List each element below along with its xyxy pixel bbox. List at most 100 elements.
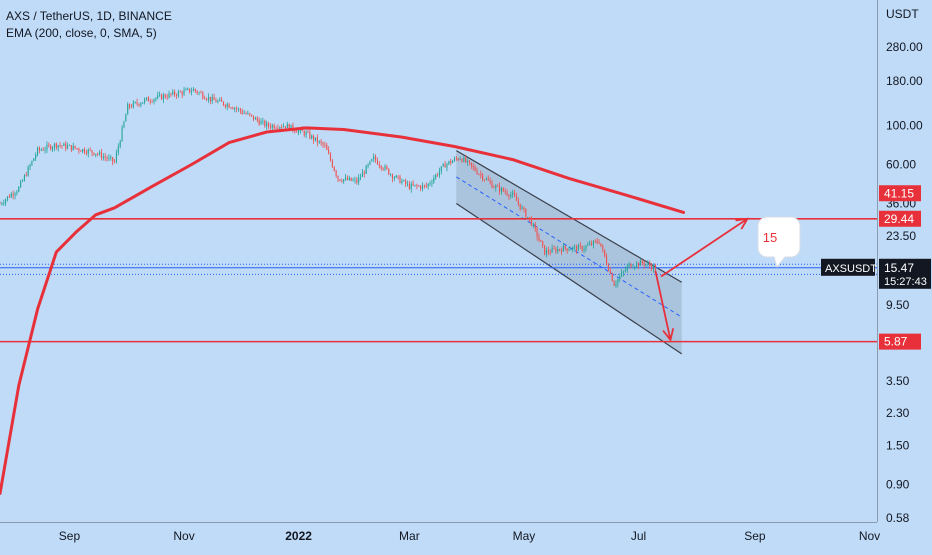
candle-body bbox=[151, 101, 153, 103]
candle-body bbox=[326, 145, 328, 150]
candle bbox=[271, 123, 273, 131]
candle bbox=[401, 178, 403, 185]
candle-body bbox=[100, 152, 102, 158]
candle-body bbox=[438, 171, 441, 176]
candle bbox=[151, 99, 153, 103]
candle bbox=[615, 280, 617, 288]
candle-body bbox=[446, 163, 448, 168]
price-axis-unit-label: USDT bbox=[886, 7, 919, 21]
candle bbox=[16, 190, 18, 196]
candle bbox=[222, 101, 225, 107]
candle-body bbox=[269, 126, 271, 128]
candle bbox=[429, 180, 431, 186]
candle-body bbox=[506, 192, 508, 195]
candle bbox=[594, 239, 596, 244]
candle-body bbox=[222, 101, 225, 105]
candle bbox=[160, 93, 163, 100]
candle-body bbox=[322, 142, 324, 145]
candle-body bbox=[361, 172, 364, 178]
candle bbox=[344, 174, 347, 181]
candle-body bbox=[399, 176, 401, 183]
candle bbox=[435, 173, 437, 180]
candle-body bbox=[654, 265, 656, 270]
note-callout-text: 15 bbox=[763, 230, 777, 245]
candle bbox=[607, 263, 610, 272]
candle-body bbox=[457, 158, 459, 160]
price-tick-label: 1.50 bbox=[886, 439, 910, 453]
candle bbox=[555, 246, 557, 255]
candle bbox=[194, 88, 196, 93]
candle-body bbox=[649, 263, 651, 266]
candle-body bbox=[211, 97, 213, 102]
candle bbox=[232, 106, 234, 110]
candle bbox=[502, 187, 504, 193]
candle bbox=[436, 172, 439, 177]
candle bbox=[266, 120, 268, 130]
candle-body bbox=[149, 101, 151, 103]
candle bbox=[324, 141, 326, 148]
candle bbox=[157, 91, 159, 100]
candle bbox=[70, 145, 72, 153]
candle-body bbox=[549, 252, 551, 254]
candle bbox=[339, 179, 341, 182]
candle-body bbox=[436, 174, 439, 176]
candle bbox=[559, 248, 561, 252]
symbol-tag-box bbox=[821, 258, 875, 276]
arrow-head bbox=[662, 328, 675, 342]
candle-body bbox=[283, 126, 285, 128]
candle-body bbox=[412, 183, 414, 186]
candle bbox=[517, 197, 519, 207]
candle bbox=[136, 98, 138, 107]
candle-body bbox=[115, 152, 117, 162]
candle bbox=[472, 162, 474, 171]
candle-body bbox=[388, 168, 390, 175]
candle-body bbox=[344, 177, 347, 180]
ema-price-tag-box bbox=[879, 185, 921, 202]
candle bbox=[513, 189, 516, 198]
candle-body bbox=[592, 240, 594, 245]
candle-body bbox=[273, 125, 275, 129]
candle bbox=[652, 263, 655, 273]
candle-body bbox=[175, 94, 178, 96]
candle-body bbox=[615, 283, 617, 286]
symbol-title: AXS / TetherUS, 1D, BINANCE bbox=[6, 9, 172, 23]
candle-body bbox=[391, 174, 394, 179]
candle bbox=[523, 206, 525, 213]
candle bbox=[260, 118, 262, 125]
candle bbox=[369, 160, 371, 166]
candle-body bbox=[286, 124, 288, 128]
candle bbox=[273, 123, 275, 130]
candle bbox=[224, 103, 226, 109]
candle bbox=[431, 179, 433, 187]
candle-body bbox=[258, 120, 260, 125]
candle bbox=[626, 264, 628, 273]
note-callout[interactable]: 15 bbox=[757, 216, 801, 269]
candle-body bbox=[224, 104, 226, 107]
candle-body bbox=[198, 92, 200, 94]
candle-body bbox=[500, 188, 502, 192]
candle bbox=[1, 201, 3, 206]
time-tick-label: Nov bbox=[173, 529, 194, 543]
candle bbox=[170, 92, 172, 97]
candle bbox=[155, 97, 157, 102]
time-tick-label: Jul bbox=[631, 529, 646, 543]
candle bbox=[405, 178, 407, 188]
candle-body bbox=[645, 264, 647, 266]
price-tick-label: 60.00 bbox=[886, 158, 916, 172]
candle-body bbox=[8, 196, 10, 198]
candle bbox=[361, 168, 364, 178]
candle bbox=[187, 87, 189, 91]
candle bbox=[506, 189, 508, 197]
candle bbox=[540, 239, 542, 242]
price-tick-label: 280.00 bbox=[886, 40, 923, 54]
candle-body bbox=[568, 249, 570, 251]
candle bbox=[316, 134, 318, 147]
ema-price-tag: 41.15 bbox=[879, 185, 921, 202]
candle-body bbox=[384, 166, 386, 170]
candle bbox=[275, 126, 277, 130]
candle bbox=[320, 138, 322, 146]
candle bbox=[592, 240, 594, 249]
candle-body bbox=[267, 123, 270, 127]
candle-body bbox=[450, 161, 452, 164]
